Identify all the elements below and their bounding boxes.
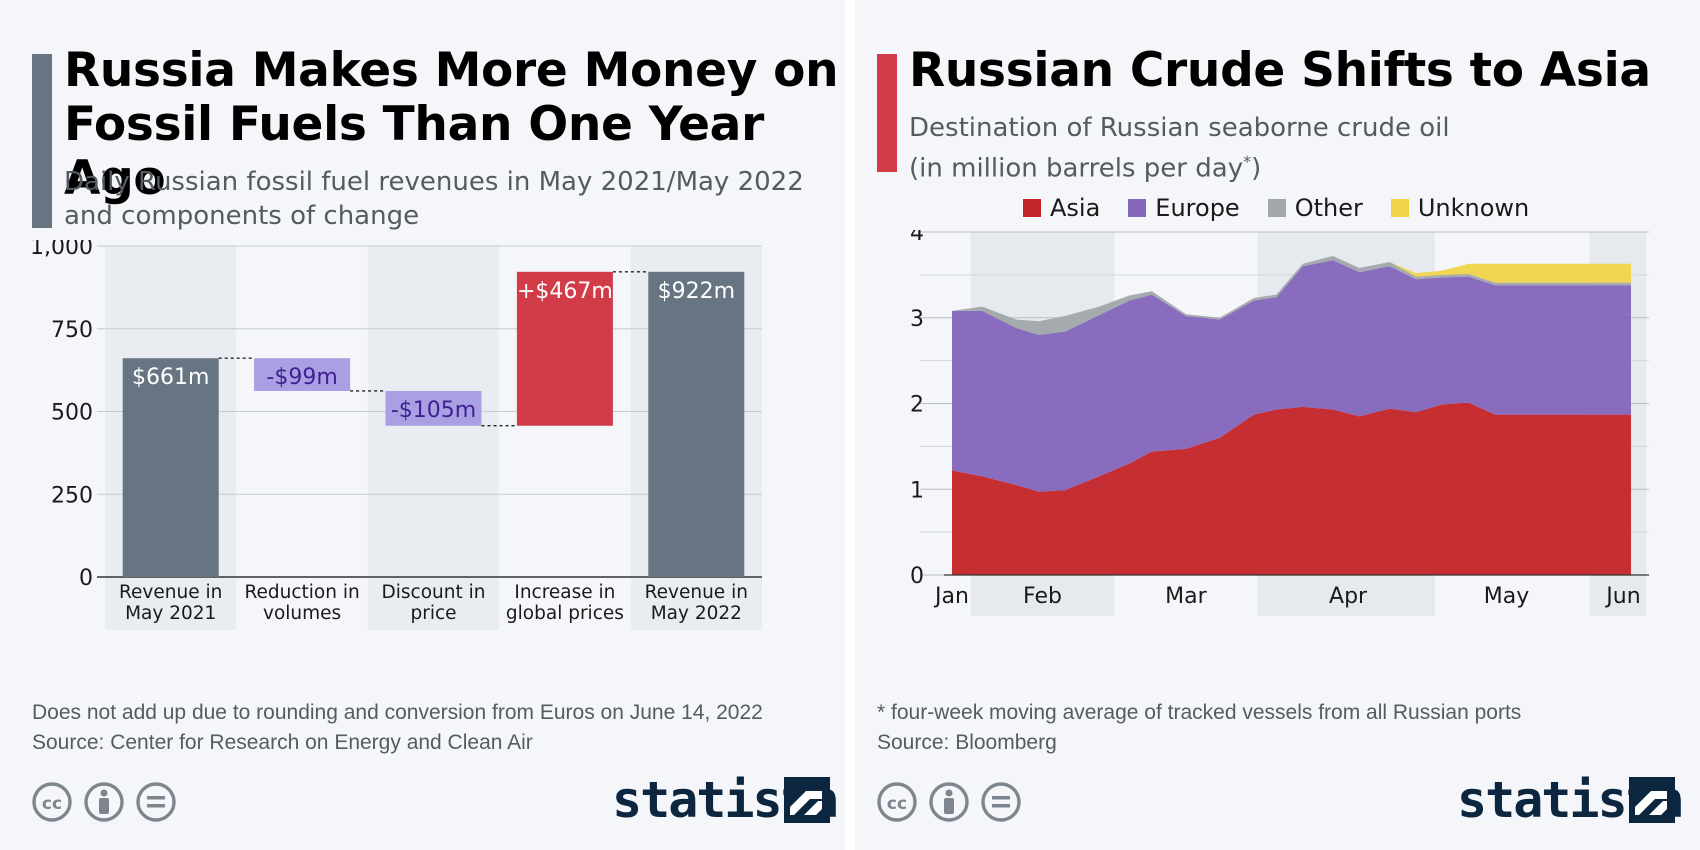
legend-item-other: Other xyxy=(1267,194,1363,222)
left-chart-title: Russia Makes More Money on Fossil Fuels … xyxy=(64,44,845,206)
x-tick-label: Jun xyxy=(1604,584,1640,609)
right-note-line1: * four-week moving average of tracked ve… xyxy=(877,701,1522,724)
left-footnote: Does not add up due to rounding and conv… xyxy=(32,698,763,758)
right-footnote: * four-week moving average of tracked ve… xyxy=(877,698,1521,758)
y-tick-label: 2 xyxy=(910,393,924,418)
waterfall-bar xyxy=(648,271,745,577)
no-derivatives-icon xyxy=(136,782,176,822)
x-tick-label: Apr xyxy=(1329,584,1368,609)
right-subtitle-line2: (in million barrels per day*) xyxy=(909,145,1450,186)
x-tick-label: Feb xyxy=(1023,584,1062,609)
area-asia xyxy=(952,402,1631,575)
waterfall-bar xyxy=(385,390,482,426)
y-tick-label: 4 xyxy=(910,230,924,246)
area-europe xyxy=(952,260,1631,492)
x-category-label: Revenue in xyxy=(645,582,748,603)
x-category-label: Revenue in xyxy=(119,582,222,603)
title-accent-bar xyxy=(877,54,897,172)
x-tick-label: Jan xyxy=(933,584,969,609)
right-subtitle-close: ) xyxy=(1251,153,1262,184)
y-tick-label: 500 xyxy=(51,401,93,426)
y-tick-label: 1,000 xyxy=(30,240,93,260)
waterfall-bar xyxy=(254,358,351,391)
x-category-label: Reduction in xyxy=(244,582,359,603)
legend-label: Unknown xyxy=(1417,194,1530,222)
no-derivatives-icon xyxy=(981,782,1021,822)
title-accent-bar xyxy=(32,54,52,228)
legend-swatch xyxy=(1128,199,1147,217)
bar-value-label: -$105m xyxy=(391,398,476,423)
bar-value-label: -$99m xyxy=(266,365,337,390)
area-unknown xyxy=(952,256,1631,322)
bar-value-label: +$467m xyxy=(517,279,613,304)
left-note-line2: Source: Center for Research on Energy an… xyxy=(32,731,533,754)
y-tick-label: 0 xyxy=(79,566,93,591)
legend-swatch xyxy=(1023,199,1041,217)
legend-label: Other xyxy=(1294,194,1363,222)
statista-logo: statista xyxy=(1457,770,1684,830)
left-chart-subtitle: Daily Russian fossil fuel revenues in Ma… xyxy=(64,165,804,233)
legend-label: Asia xyxy=(1050,194,1101,222)
legend-item-europe: Europe xyxy=(1128,194,1240,222)
footnote-mark: * xyxy=(1243,152,1252,171)
left-subtitle-line1: Daily Russian fossil fuel revenues in Ma… xyxy=(64,167,804,197)
x-category-label: Increase in xyxy=(514,582,615,603)
left-title-line2: Fossil Fuels Than One Year Ago xyxy=(64,97,764,206)
x-category-label: price xyxy=(410,603,456,624)
legend-item-asia: Asia xyxy=(1023,194,1100,222)
right-chart-subtitle: Destination of Russian seaborne crude oi… xyxy=(909,111,1450,186)
x-tick-label: Mar xyxy=(1165,584,1207,609)
left-title-line1: Russia Makes More Money on xyxy=(64,43,839,98)
right-subtitle-text: (in million barrels per day xyxy=(909,153,1244,184)
area-legend: Asia Europe Other Unknown xyxy=(1023,194,1529,222)
right-chart-panel: Russian Crude Shifts to Asia Destination… xyxy=(855,0,1700,850)
right-title-line1: Russian Crude Shifts to Asia xyxy=(909,43,1651,98)
right-note-line2: Source: Bloomberg xyxy=(877,731,1057,754)
x-category-label: May 2022 xyxy=(651,603,742,624)
attribution-icon xyxy=(929,782,969,822)
right-subtitle-line1: Destination of Russian seaborne crude oi… xyxy=(909,113,1450,143)
y-tick-label: 3 xyxy=(910,307,924,332)
cc-license-icons: cc xyxy=(32,782,176,822)
bar-value-label: $922m xyxy=(658,279,735,304)
statista-mark-icon xyxy=(1629,777,1675,823)
statista-mark-icon xyxy=(784,777,830,823)
legend-label: Europe xyxy=(1155,194,1240,222)
y-tick-label: 250 xyxy=(51,483,93,508)
x-category-label: volumes xyxy=(263,603,341,624)
y-tick-label: 0 xyxy=(910,564,924,589)
cc-icon: cc xyxy=(877,782,917,822)
cc-license-icons: cc xyxy=(877,782,1021,822)
right-chart-title: Russian Crude Shifts to Asia xyxy=(909,44,1651,98)
y-tick-label: 1 xyxy=(910,478,924,503)
left-chart-panel: Russia Makes More Money on Fossil Fuels … xyxy=(0,0,845,850)
x-category-label: global prices xyxy=(506,603,624,624)
column-band xyxy=(367,246,500,630)
bar-value-label: $661m xyxy=(132,365,209,390)
stacked-area-chart: 0 1 2 3 4 Jan Feb Mar Apr May Jun xyxy=(910,230,1649,616)
legend-item-unknown: Unknown xyxy=(1390,194,1530,222)
cc-icon: cc xyxy=(32,782,72,822)
left-subtitle-line2: and components of change xyxy=(64,201,420,231)
svg-text:cc: cc xyxy=(42,794,62,814)
waterfall-bar xyxy=(122,358,219,577)
x-category-label: May 2021 xyxy=(125,603,216,624)
statista-logo: statista xyxy=(612,770,839,830)
attribution-icon xyxy=(84,782,124,822)
legend-swatch xyxy=(1390,199,1409,217)
area-other xyxy=(952,256,1631,335)
legend-swatch xyxy=(1267,199,1286,217)
waterfall-bar xyxy=(516,271,613,426)
x-category-label: Discount in xyxy=(382,582,486,603)
x-tick-label: May xyxy=(1484,584,1529,609)
svg-text:cc: cc xyxy=(887,794,907,814)
left-note-line1: Does not add up due to rounding and conv… xyxy=(32,701,763,724)
y-tick-label: 750 xyxy=(51,318,93,343)
